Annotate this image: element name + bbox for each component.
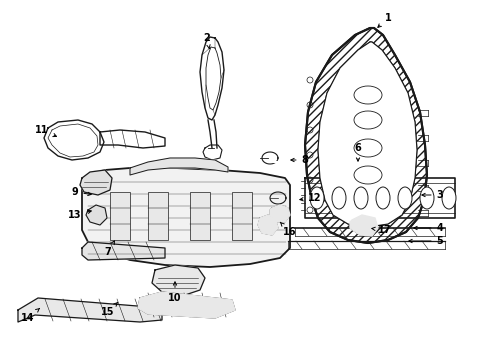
- Text: 7: 7: [104, 241, 114, 257]
- Polygon shape: [258, 215, 278, 235]
- Text: 11: 11: [35, 125, 56, 136]
- Text: 2: 2: [203, 33, 210, 49]
- Text: 16: 16: [280, 222, 296, 237]
- FancyBboxPatch shape: [190, 192, 209, 240]
- Ellipse shape: [441, 187, 455, 209]
- Polygon shape: [80, 170, 112, 195]
- FancyBboxPatch shape: [110, 192, 130, 240]
- Ellipse shape: [353, 139, 381, 157]
- Text: 3: 3: [421, 190, 443, 200]
- Text: 15: 15: [101, 302, 118, 317]
- Ellipse shape: [331, 187, 346, 209]
- Ellipse shape: [375, 187, 389, 209]
- Text: 17: 17: [371, 225, 391, 235]
- Text: 6: 6: [354, 143, 361, 161]
- Ellipse shape: [353, 86, 381, 104]
- Ellipse shape: [353, 166, 381, 184]
- Ellipse shape: [419, 187, 433, 209]
- Text: 8: 8: [290, 155, 308, 165]
- Text: 12: 12: [299, 193, 321, 203]
- FancyBboxPatch shape: [231, 192, 251, 240]
- Polygon shape: [82, 242, 164, 260]
- Polygon shape: [82, 168, 289, 267]
- Ellipse shape: [309, 187, 324, 209]
- Polygon shape: [130, 158, 227, 175]
- Polygon shape: [138, 292, 235, 318]
- Text: 4: 4: [413, 223, 443, 233]
- Polygon shape: [349, 215, 377, 236]
- Polygon shape: [269, 205, 289, 222]
- Text: 9: 9: [71, 187, 91, 197]
- Text: 1: 1: [377, 13, 390, 27]
- Ellipse shape: [353, 111, 381, 129]
- Text: 13: 13: [68, 210, 91, 220]
- FancyBboxPatch shape: [148, 192, 168, 240]
- Text: 5: 5: [408, 236, 443, 246]
- Text: 10: 10: [168, 282, 182, 303]
- Polygon shape: [86, 205, 107, 225]
- Polygon shape: [317, 42, 416, 227]
- Ellipse shape: [353, 187, 367, 209]
- Text: 14: 14: [21, 309, 40, 323]
- Polygon shape: [18, 298, 162, 322]
- Polygon shape: [152, 265, 204, 296]
- Ellipse shape: [397, 187, 411, 209]
